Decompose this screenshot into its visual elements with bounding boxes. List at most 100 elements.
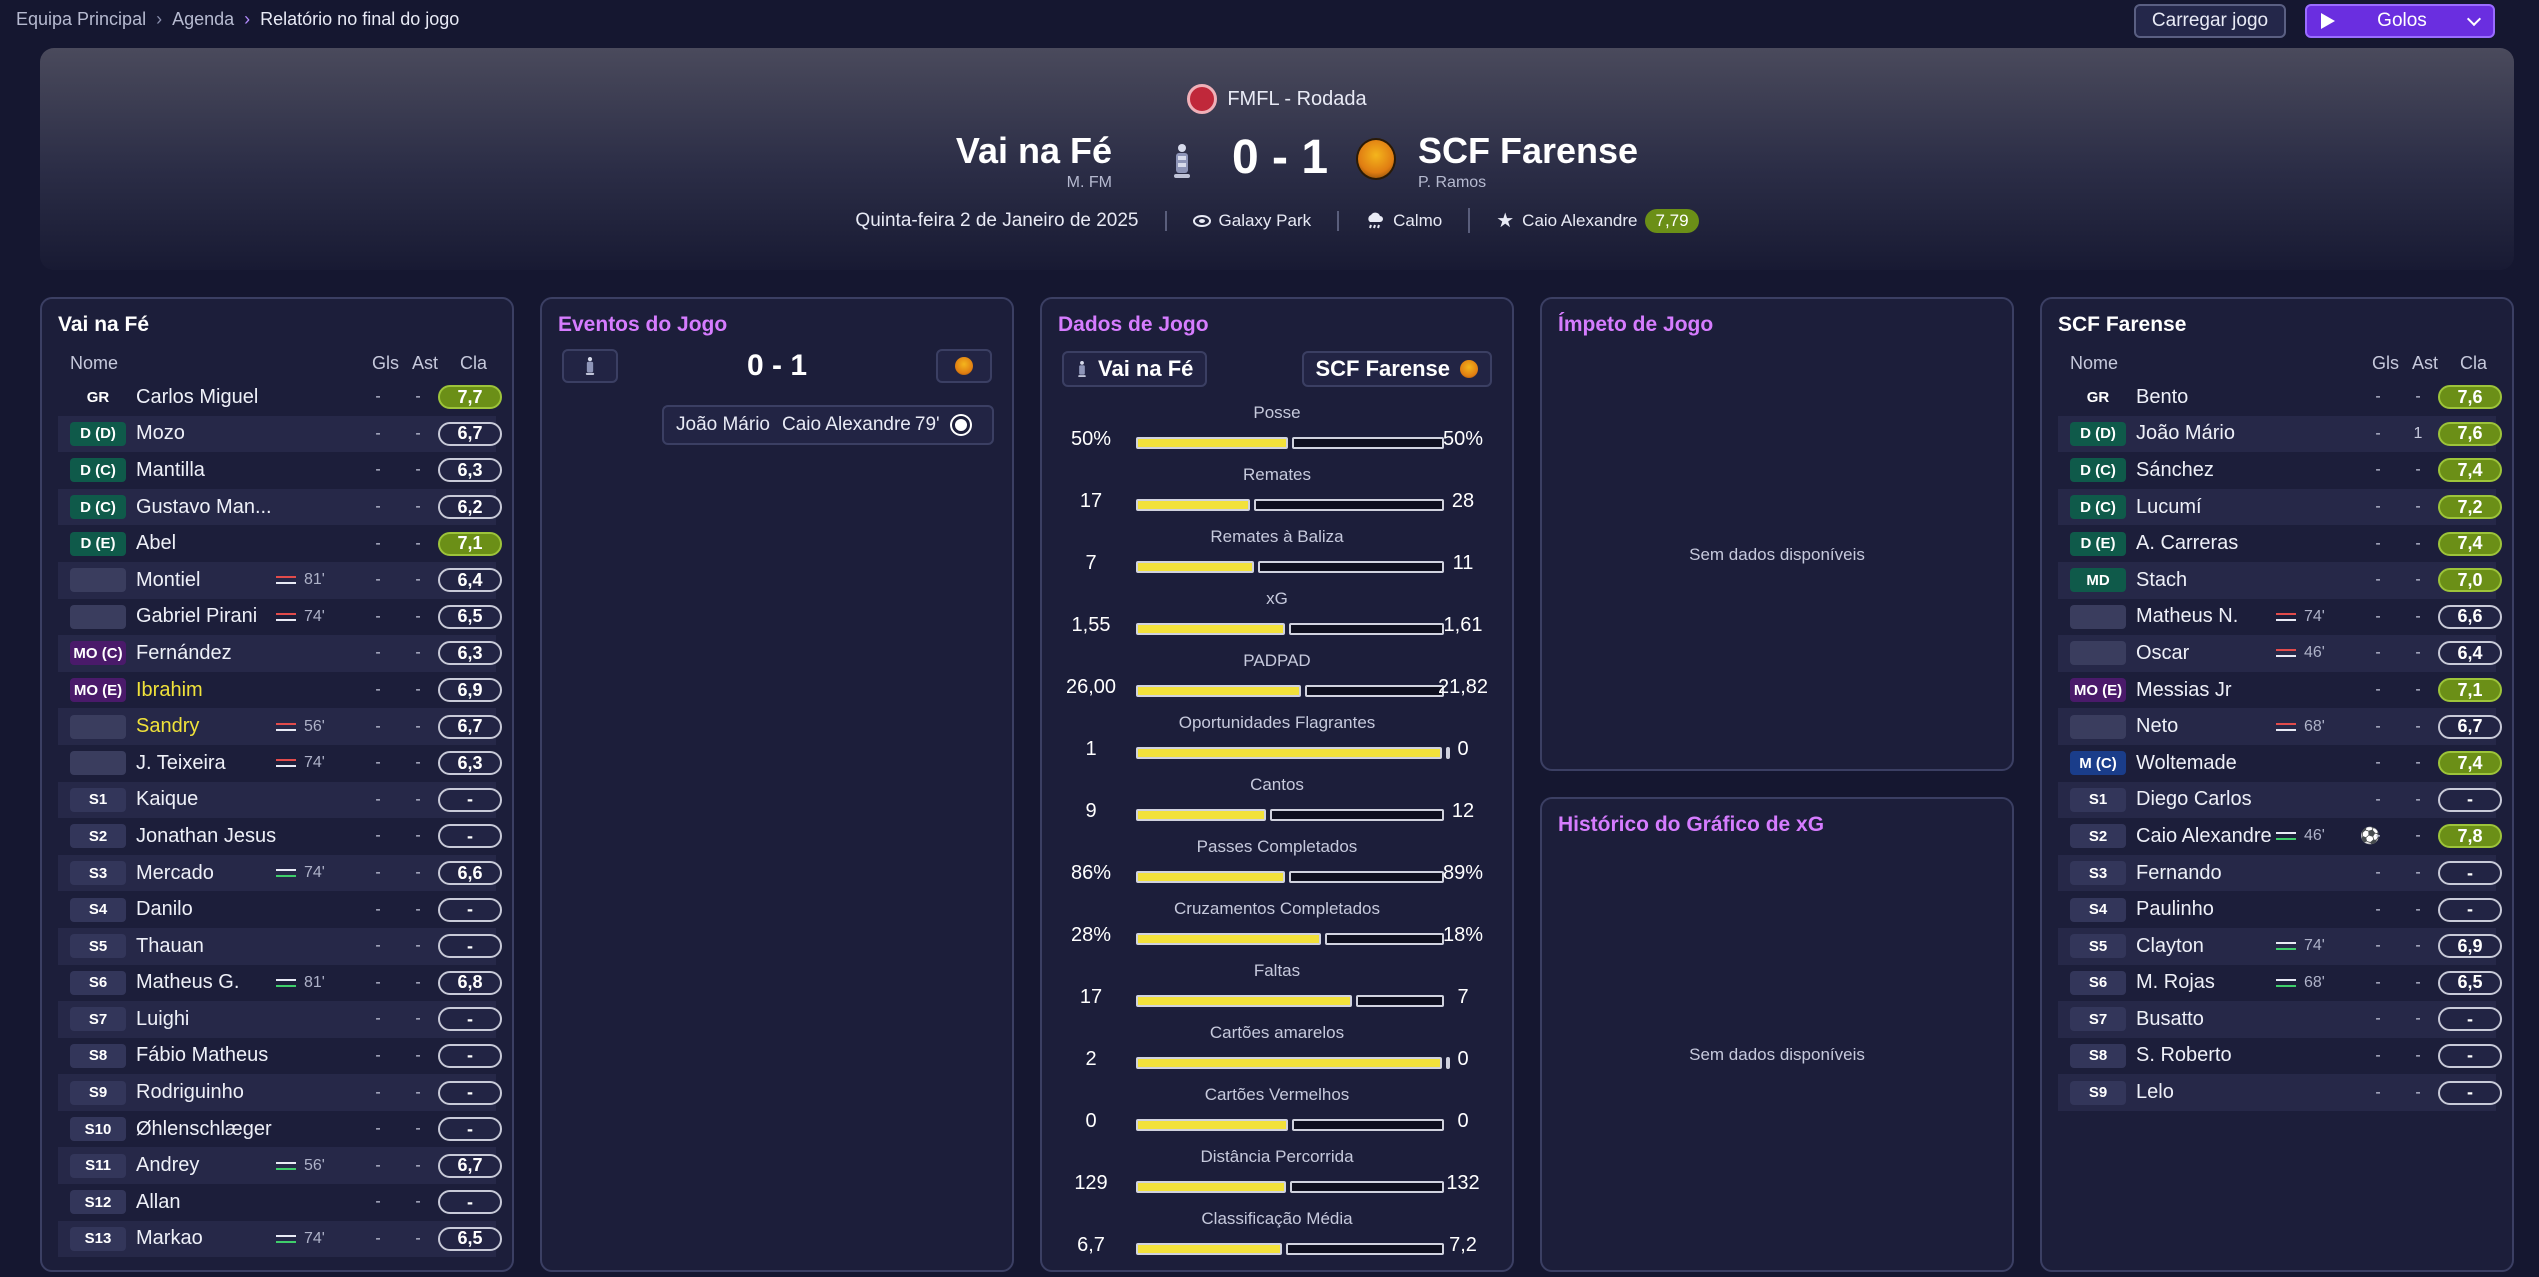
breadcrumb-first-team[interactable]: Equipa Principal: [16, 9, 147, 29]
player-name[interactable]: Neto: [2136, 715, 2179, 738]
player-name[interactable]: Bento: [2136, 385, 2189, 408]
player-name[interactable]: A. Carreras: [2136, 532, 2239, 555]
player-row[interactable]: S2 Caio Alexandre 46' ⚽ - -7,8: [2058, 818, 2502, 855]
player-name[interactable]: Jonathan Jesus: [136, 824, 277, 847]
player-row[interactable]: MO (C) Fernández - -6,3: [58, 635, 502, 672]
player-name[interactable]: Danilo: [136, 898, 193, 921]
player-name[interactable]: Allan: [136, 1190, 181, 1213]
player-name[interactable]: Paulinho: [2136, 898, 2214, 921]
col-name[interactable]: Nome: [2070, 353, 2119, 373]
player-name[interactable]: M. Rojas: [2136, 971, 2215, 994]
player-row[interactable]: Matheus N. 74' - -6,6: [2058, 599, 2502, 636]
player-name[interactable]: S. Roberto: [2136, 1044, 2232, 1067]
player-name[interactable]: Sánchez: [2136, 458, 2214, 481]
player-row[interactable]: S12 Allan - - -: [58, 1184, 502, 1221]
player-row[interactable]: S7 Busatto - - -: [2058, 1001, 2502, 1038]
col-rating[interactable]: Cla: [2460, 353, 2488, 373]
player-row[interactable]: D (E) A. Carreras - -7,4: [2058, 525, 2502, 562]
player-name[interactable]: Ibrahim: [136, 678, 203, 701]
player-row[interactable]: D (C) Gustavo Man... - -6,2: [58, 488, 502, 526]
player-name[interactable]: Mercado: [136, 861, 214, 884]
stats-away-team[interactable]: SCF Farense: [1301, 351, 1492, 387]
player-row[interactable]: S6 M. Rojas 68' - -6,5: [2058, 965, 2502, 1002]
stadium[interactable]: Galaxy Park: [1164, 210, 1338, 231]
col-goals[interactable]: Gls: [2372, 353, 2399, 373]
player-name[interactable]: Mantilla: [136, 458, 205, 481]
col-goals[interactable]: Gls: [372, 353, 399, 373]
player-row[interactable]: M (C) Woltemade - -7,4: [2058, 745, 2502, 782]
stats-home-team[interactable]: Vai na Fé: [1062, 351, 1208, 387]
player-name[interactable]: Clayton: [2136, 934, 2204, 957]
player-name[interactable]: Gabriel Pirani: [136, 605, 258, 628]
player-row[interactable]: Montiel 81' - -6,4: [58, 561, 502, 599]
col-rating[interactable]: Cla: [460, 353, 488, 373]
player-row[interactable]: D (C) Sánchez - -7,4: [2058, 452, 2502, 489]
player-name[interactable]: Lelo: [2136, 1081, 2174, 1104]
player-row[interactable]: Oscar 46' - -6,4: [2058, 635, 2502, 672]
player-row[interactable]: D (D) Mozo - -6,7: [58, 415, 502, 453]
col-assists[interactable]: Ast: [2412, 353, 2439, 373]
player-row[interactable]: S2 Jonathan Jesus - - -: [58, 818, 502, 855]
player-row[interactable]: S11 Andrey 56' - -6,7: [58, 1147, 502, 1185]
away-team-name[interactable]: SCF Farense: [1418, 130, 1639, 171]
player-name[interactable]: Diego Carlos: [2136, 788, 2252, 811]
player-row[interactable]: MO (E) Messias Jr - -7,1: [2058, 672, 2502, 709]
player-row[interactable]: S10 Øhlenschlæger - - -: [58, 1111, 502, 1148]
player-row[interactable]: S3 Mercado 74' - -6,6: [58, 854, 502, 892]
player-of-the-match[interactable]: ★ Caio Alexandre 7,79: [1468, 208, 1724, 233]
player-name[interactable]: Gustavo Man...: [136, 495, 272, 518]
player-row[interactable]: J. Teixeira 74' - -6,3: [58, 745, 502, 782]
player-name[interactable]: Kaique: [136, 788, 199, 811]
player-row[interactable]: D (D) João Mário - 1 7,6: [2058, 415, 2502, 453]
breadcrumb-schedule[interactable]: Agenda: [172, 9, 235, 29]
player-row[interactable]: Sandry 56' - -6,7: [58, 708, 502, 745]
player-name[interactable]: Montiel: [136, 568, 201, 591]
player-row[interactable]: S4 Danilo - - -: [58, 891, 502, 928]
player-row[interactable]: S3 Fernando - - -: [2058, 854, 2502, 892]
player-name[interactable]: Oscar: [2136, 641, 2190, 664]
player-row[interactable]: D (E) Abel - -7,1: [58, 525, 502, 562]
player-name[interactable]: Carlos Miguel: [136, 385, 259, 408]
player-name[interactable]: Mozo: [136, 422, 185, 445]
home-team[interactable]: Vai na Fé M. FM: [956, 130, 1112, 192]
away-team[interactable]: SCF Farense P. Ramos: [1418, 130, 1638, 192]
home-team-name[interactable]: Vai na Fé: [955, 130, 1112, 171]
player-row[interactable]: S8 Fábio Matheus - - -: [58, 1038, 502, 1075]
chevron-down-icon[interactable]: [2466, 11, 2482, 26]
player-name[interactable]: Stach: [2136, 568, 2188, 591]
player-name[interactable]: Fernández: [136, 641, 232, 664]
player-name[interactable]: Abel: [136, 532, 177, 555]
player-name[interactable]: Messias Jr: [2136, 678, 2232, 701]
goals-highlights-button[interactable]: Golos: [2305, 4, 2495, 38]
player-row[interactable]: D (C) Lucumí - -7,2: [2058, 488, 2502, 526]
player-name[interactable]: João Mário: [2136, 422, 2235, 445]
col-assists[interactable]: Ast: [412, 353, 439, 373]
player-name[interactable]: Markao: [136, 1227, 203, 1250]
load-game-button[interactable]: Carregar jogo: [2134, 4, 2286, 38]
player-name[interactable]: Thauan: [136, 934, 204, 957]
player-name[interactable]: Busatto: [2136, 1007, 2204, 1030]
player-name[interactable]: Andrey: [136, 1154, 200, 1177]
player-row[interactable]: D (C) Mantilla - -6,3: [58, 452, 502, 489]
player-name[interactable]: Matheus N.: [2136, 605, 2239, 628]
player-row[interactable]: GR Carlos Miguel - -7,7: [58, 379, 502, 416]
player-name[interactable]: Caio Alexandre: [2136, 824, 2272, 847]
player-name[interactable]: Fernando: [2136, 861, 2222, 884]
player-row[interactable]: S13 Markao 74' - -6,5: [58, 1220, 502, 1258]
player-name[interactable]: Øhlenschlæger: [136, 1117, 272, 1140]
player-row[interactable]: MO (E) Ibrahim - -6,9: [58, 672, 502, 709]
player-name[interactable]: Luighi: [136, 1007, 190, 1030]
player-row[interactable]: Gabriel Pirani 74' - -6,5: [58, 599, 502, 636]
goal-event[interactable]: João Mário Caio Alexandre 79': [662, 405, 994, 445]
player-name[interactable]: Woltemade: [2136, 751, 2237, 774]
player-name[interactable]: Rodriguinho: [136, 1081, 244, 1104]
player-row[interactable]: Neto 68' - -6,7: [2058, 708, 2502, 745]
player-name[interactable]: Fábio Matheus: [136, 1044, 269, 1067]
player-row[interactable]: S4 Paulinho - - -: [2058, 891, 2502, 928]
competition-name[interactable]: FMFL - Rodada: [1227, 87, 1367, 110]
player-row[interactable]: S1 Kaique - - -: [58, 781, 502, 819]
player-row[interactable]: GR Bento - -7,6: [2058, 379, 2502, 416]
player-name[interactable]: Lucumí: [2136, 495, 2202, 518]
player-row[interactable]: S1 Diego Carlos - - -: [2058, 781, 2502, 819]
player-row[interactable]: S9 Lelo - - -: [2058, 1074, 2502, 1111]
